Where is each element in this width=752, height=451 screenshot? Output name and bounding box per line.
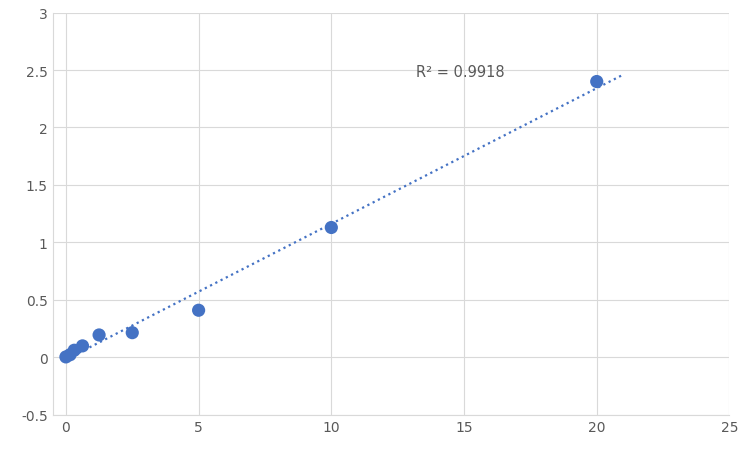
Point [591,79,603,86]
Point [77,342,89,350]
Point [193,307,205,314]
Point [93,331,105,339]
Text: R² = 0.9918: R² = 0.9918 [417,65,505,80]
Point [68,347,80,354]
Point [64,351,76,359]
Point [126,329,138,336]
Point [60,354,72,361]
Point [326,225,338,232]
